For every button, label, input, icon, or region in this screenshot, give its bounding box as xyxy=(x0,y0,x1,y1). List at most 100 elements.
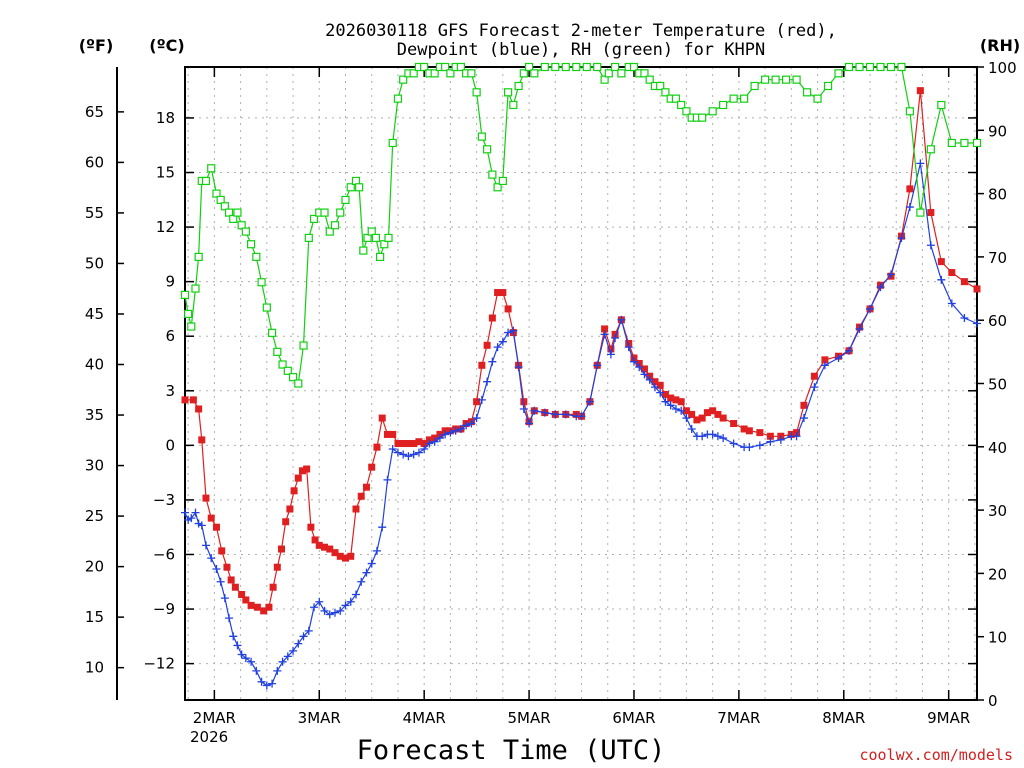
temperature-point xyxy=(315,541,323,549)
dewpoint-point xyxy=(181,508,189,517)
temperature-point xyxy=(265,603,273,611)
unit-label-rh: (RH) xyxy=(980,36,1020,55)
temperature-point xyxy=(231,583,239,591)
temperature-point xyxy=(303,465,311,473)
dewpoint-point xyxy=(289,646,298,655)
rh-point xyxy=(761,75,770,84)
temperature-point xyxy=(202,494,210,502)
dewpoint-point xyxy=(926,241,935,250)
temperature-point xyxy=(181,396,189,404)
rh-point xyxy=(233,208,242,217)
dewpoint-point xyxy=(611,334,620,343)
rh-point xyxy=(409,69,418,78)
dewpoint-point xyxy=(207,554,216,563)
temperature-point xyxy=(195,405,203,413)
dewpoint-point xyxy=(525,419,534,428)
plot-frame xyxy=(184,66,978,701)
dewpoint-point xyxy=(687,424,696,433)
temperature-point xyxy=(740,425,748,433)
dewpoint-point xyxy=(937,275,946,284)
x-axis-year-label: 2026 xyxy=(190,728,228,746)
dewpoint-point xyxy=(530,406,539,415)
x-axis-label: Forecast Time (UTC) xyxy=(357,735,666,766)
dewpoint-point xyxy=(645,375,654,384)
rh-point xyxy=(187,322,196,331)
dewpoint-point xyxy=(845,346,854,355)
temperature-point xyxy=(927,209,935,217)
dewpoint-point xyxy=(713,432,722,441)
rh-point xyxy=(229,214,238,224)
dewpoint-point xyxy=(947,299,956,308)
temperature-point xyxy=(607,345,615,353)
rh-point xyxy=(972,138,982,148)
dewpoint-point xyxy=(399,450,408,459)
temperature-point xyxy=(260,607,268,615)
rh-point xyxy=(252,252,261,261)
temperature-point xyxy=(307,523,315,531)
dewpoint-point xyxy=(540,408,549,417)
rh-point xyxy=(446,69,455,78)
dewpoint-point xyxy=(886,270,895,279)
temperature-point xyxy=(756,429,764,437)
y-tick-label-rh: 90 xyxy=(988,122,1007,140)
rh-point xyxy=(184,309,193,318)
y-tick-label-rh: 30 xyxy=(988,502,1007,520)
rh-point xyxy=(960,138,969,148)
temperature-point xyxy=(937,258,945,266)
temperature-point xyxy=(656,381,664,389)
temperature-point xyxy=(341,554,349,562)
dewpoint-point xyxy=(315,597,324,606)
y-tick-label-rh: 100 xyxy=(988,59,1017,77)
dewpoint-point xyxy=(325,610,334,619)
rh-point xyxy=(876,62,885,72)
dewpoint-point xyxy=(483,377,492,386)
dewpoint-point xyxy=(294,639,303,648)
rh-point xyxy=(194,252,203,261)
temperature-point xyxy=(326,545,334,553)
temperature-point xyxy=(661,390,669,398)
rh-point xyxy=(719,100,728,110)
rh-point xyxy=(355,183,364,192)
dewpoint-point xyxy=(229,632,238,641)
temperature-point xyxy=(286,505,294,513)
dewpoint-point xyxy=(435,434,444,443)
rh-point xyxy=(823,81,833,91)
temperature-point xyxy=(242,596,250,604)
rh-point xyxy=(288,373,298,382)
temperature-point xyxy=(677,398,685,406)
dewpoint-point xyxy=(383,475,392,484)
temperature-point xyxy=(916,87,924,95)
dewpoint-point xyxy=(420,444,429,453)
dewpoint-point xyxy=(467,419,476,428)
rh-point xyxy=(645,75,654,84)
y-tick-label-celsius: 6 xyxy=(165,327,175,345)
dewpoint-point xyxy=(656,388,665,397)
rh-point xyxy=(813,94,822,103)
dewpoint-point xyxy=(220,594,229,603)
temperature-point xyxy=(719,414,727,422)
y-tick-label-rh: 20 xyxy=(988,565,1007,583)
temperature-point xyxy=(298,467,306,475)
rh-point xyxy=(905,107,914,116)
dewpoint-point xyxy=(766,437,775,446)
rh-point xyxy=(207,164,216,173)
temperature-point xyxy=(499,289,507,297)
temperature-point xyxy=(667,394,675,402)
dewpoint-point xyxy=(855,324,864,333)
rh-point xyxy=(629,62,639,72)
rh-point xyxy=(947,138,956,148)
rh-point xyxy=(682,107,691,116)
temperature-point xyxy=(321,543,329,551)
rh-point xyxy=(384,233,393,243)
dewpoint-point xyxy=(393,448,402,457)
dewpoint-point xyxy=(820,361,829,370)
y-tick-label-celsius: −9 xyxy=(153,600,175,618)
rh-point xyxy=(341,195,350,205)
y-tick-label-rh: 50 xyxy=(988,376,1007,394)
rh-point xyxy=(180,290,190,299)
temperature-point xyxy=(478,361,486,369)
rh-point xyxy=(708,107,717,116)
dewpoint-point xyxy=(367,559,376,568)
temperature-point xyxy=(378,414,386,422)
temperature-point xyxy=(336,552,344,560)
